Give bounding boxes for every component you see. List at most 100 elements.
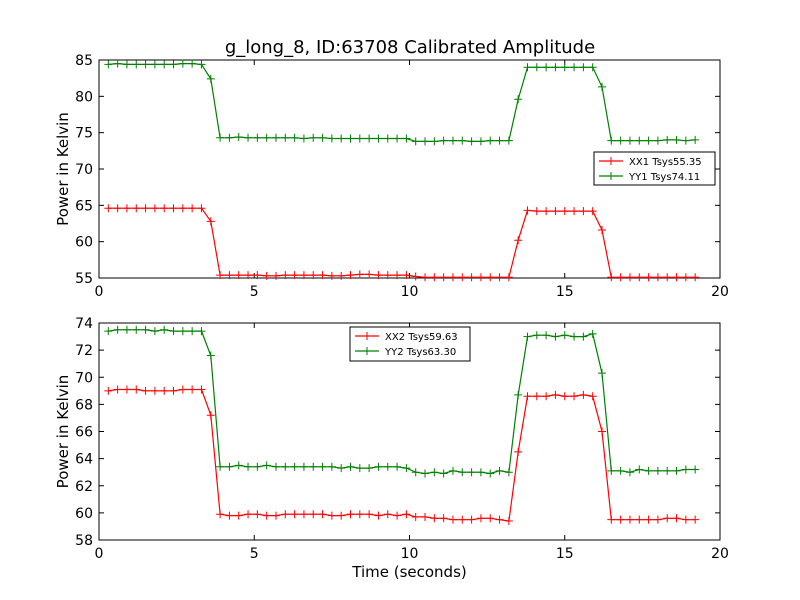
data-point xyxy=(281,271,290,280)
data-point xyxy=(532,63,541,72)
data-point xyxy=(439,514,448,523)
legend-marker xyxy=(607,157,615,165)
data-point xyxy=(318,271,327,280)
legend: XX2 Tsys59.63 YY2 Tsys63.30 xyxy=(349,326,471,362)
data-point xyxy=(570,392,579,401)
data-point xyxy=(495,515,504,524)
data-point xyxy=(616,466,625,475)
data-point xyxy=(551,332,560,341)
data-point xyxy=(113,385,122,394)
data-point xyxy=(421,273,430,282)
data-point xyxy=(476,468,485,477)
data-point xyxy=(188,385,197,394)
data-point xyxy=(625,136,634,145)
data-point xyxy=(216,133,225,142)
data-point xyxy=(421,512,430,521)
data-point xyxy=(113,325,122,334)
data-point xyxy=(486,273,495,282)
data-point xyxy=(160,60,169,69)
data-point xyxy=(458,468,467,477)
data-point xyxy=(178,204,187,213)
data-point xyxy=(663,514,672,523)
data-point xyxy=(560,392,569,401)
data-point xyxy=(663,466,672,475)
data-point xyxy=(299,510,308,519)
data-point xyxy=(486,514,495,523)
data-point xyxy=(206,351,215,360)
data-point xyxy=(598,369,607,378)
data-point xyxy=(588,392,597,401)
data-point xyxy=(653,515,662,524)
data-point xyxy=(318,510,327,519)
data-point xyxy=(551,207,560,216)
data-point xyxy=(439,136,448,145)
data-point xyxy=(327,511,336,520)
legend-label: YY1 Tsys74.11 xyxy=(628,172,700,183)
data-point xyxy=(383,271,392,280)
data-point xyxy=(318,133,327,142)
y-tick-label: 70 xyxy=(75,162,93,178)
series-1 xyxy=(104,204,700,282)
data-point xyxy=(150,386,159,395)
legend-label: XX2 Tsys59.63 xyxy=(385,332,458,343)
data-point xyxy=(383,510,392,519)
data-point xyxy=(598,226,607,235)
data-point xyxy=(337,134,346,143)
data-point xyxy=(141,325,150,334)
data-point xyxy=(197,60,206,69)
data-point xyxy=(150,60,159,69)
data-point xyxy=(271,133,280,142)
data-point xyxy=(607,136,616,145)
y-axis-label: Power in Kelvin xyxy=(54,375,72,489)
data-point xyxy=(150,327,159,336)
data-point xyxy=(430,137,439,146)
y-tick-label: 68 xyxy=(75,397,93,413)
data-point xyxy=(663,273,672,282)
data-point xyxy=(141,204,150,213)
data-point xyxy=(122,385,131,394)
data-point xyxy=(635,515,644,524)
data-point xyxy=(570,63,579,72)
data-point xyxy=(448,466,457,475)
data-point xyxy=(365,510,374,519)
data-point xyxy=(281,510,290,519)
legend-box xyxy=(349,326,471,362)
data-point xyxy=(178,59,187,68)
legend: XX1 Tsys55.35 YY1 Tsys74.11 xyxy=(593,151,716,186)
data-point xyxy=(504,517,513,526)
data-point xyxy=(244,271,253,280)
x-tick-label: 5 xyxy=(250,284,259,300)
y-axis-label: Power in Kelvin xyxy=(54,112,72,226)
y-tick-label: 55 xyxy=(75,271,93,287)
data-point xyxy=(570,207,579,216)
data-point xyxy=(635,273,644,282)
data-point xyxy=(122,60,131,69)
data-point xyxy=(244,462,253,471)
y-tick-label: 70 xyxy=(75,370,93,386)
data-point xyxy=(337,511,346,520)
data-point xyxy=(290,510,299,519)
data-point xyxy=(532,392,541,401)
data-point xyxy=(607,273,616,282)
data-point xyxy=(523,332,532,341)
data-point xyxy=(672,466,681,475)
data-point xyxy=(169,386,178,395)
data-point xyxy=(104,327,113,336)
data-point xyxy=(374,462,383,471)
data-point xyxy=(262,271,271,280)
data-point xyxy=(132,385,141,394)
data-point xyxy=(318,462,327,471)
data-point xyxy=(309,510,318,519)
data-point xyxy=(542,63,551,72)
data-point xyxy=(467,468,476,477)
data-point xyxy=(337,464,346,473)
data-point xyxy=(542,207,551,216)
data-point xyxy=(560,331,569,340)
data-point xyxy=(104,204,113,213)
data-point xyxy=(346,510,355,519)
data-point xyxy=(458,136,467,145)
data-point xyxy=(542,392,551,401)
y-tick-label: 72 xyxy=(75,343,93,359)
data-point xyxy=(691,273,700,282)
